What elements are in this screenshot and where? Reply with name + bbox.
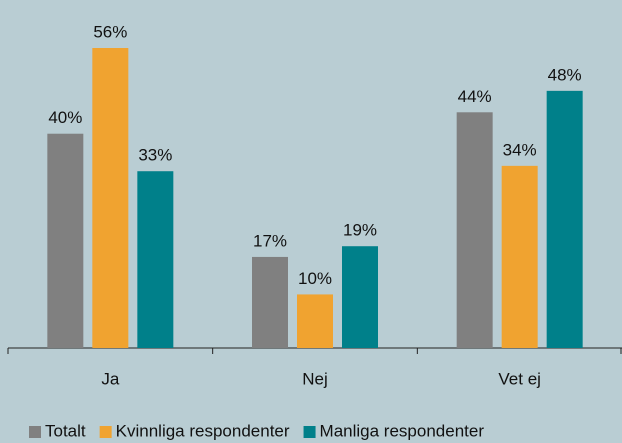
x-tick-label: Vet ej: [498, 369, 541, 388]
x-tick-label: Ja: [101, 369, 120, 388]
data-label: 40%: [48, 108, 82, 127]
legend-label: Kvinnliga respondenter: [116, 421, 290, 440]
data-label: 44%: [458, 87, 492, 106]
legend-swatch: [303, 426, 316, 438]
data-label: 19%: [343, 221, 377, 240]
data-label: 48%: [548, 65, 582, 84]
bar: [342, 246, 378, 348]
data-label: 33%: [138, 146, 172, 165]
bar: [456, 112, 493, 349]
bar: [137, 171, 174, 348]
data-label: 56%: [93, 22, 127, 41]
legend-label: Totalt: [45, 421, 86, 440]
bar: [92, 48, 129, 348]
x-tick-label: Nej: [302, 369, 328, 388]
bar: [47, 133, 84, 348]
data-label: 34%: [503, 140, 537, 159]
data-label: 17%: [253, 231, 287, 250]
bar: [252, 256, 288, 348]
bar: [501, 165, 538, 348]
legend-swatch: [99, 426, 112, 438]
legend-swatch: [29, 426, 41, 438]
legend-label: Manliga respondenter: [320, 421, 485, 440]
bar: [297, 294, 333, 348]
bar: [546, 90, 583, 348]
data-label: 10%: [298, 269, 332, 288]
